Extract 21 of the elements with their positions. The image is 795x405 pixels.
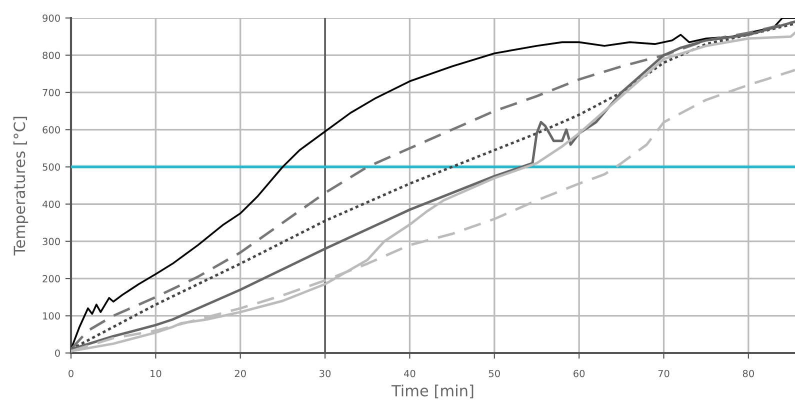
x-tick-label: 50: [488, 370, 500, 378]
y-tick-label: 400: [42, 200, 60, 208]
y-tick-label: 900: [42, 14, 60, 22]
x-tick-label: 10: [150, 370, 162, 378]
x-tick-label: 0: [68, 370, 74, 378]
y-tick-label: 600: [42, 126, 60, 134]
y-tick-label: 800: [42, 52, 60, 60]
y-tick-label: 100: [43, 312, 60, 320]
y-tick-label: 500: [42, 163, 60, 171]
y-tick-label: 200: [42, 275, 60, 282]
x-tick-label: 40: [404, 370, 416, 378]
y-tick-label: 0: [55, 349, 60, 357]
x-tick-label: 60: [574, 370, 585, 378]
y-tick-label: 700: [42, 88, 60, 96]
y-tick-label: 300: [42, 238, 60, 246]
x-tick-label: 70: [658, 370, 670, 378]
x-tick-label: 20: [234, 370, 246, 378]
x-tick-label: 30: [320, 370, 331, 378]
x-axis-title: Time [min]: [391, 384, 474, 398]
x-tick-label: 80: [742, 370, 754, 378]
y-axis-title: Temperatures [°C]: [13, 116, 28, 256]
